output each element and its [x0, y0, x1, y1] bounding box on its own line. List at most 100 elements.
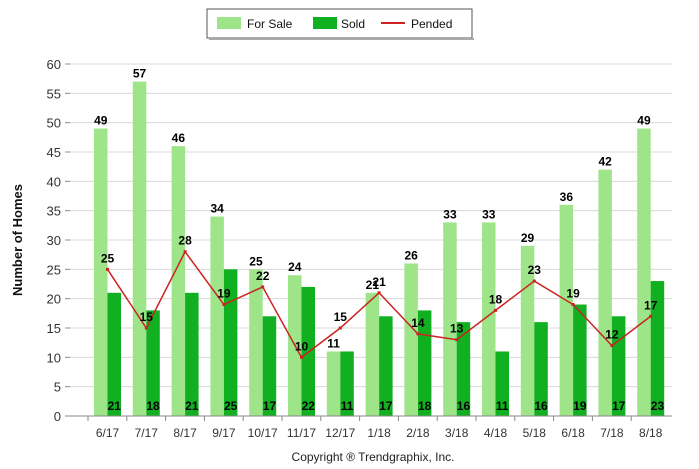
bar-sold [185, 292, 199, 416]
pended-point [222, 303, 226, 307]
data-label-pended: 13 [450, 322, 464, 336]
x-tick-label: 3/18 [445, 426, 469, 440]
bar-for-sale [249, 269, 263, 416]
data-label-sold: 25 [224, 399, 238, 413]
data-label-pended: 22 [256, 269, 270, 283]
data-label-for-sale: 34 [210, 202, 224, 216]
pended-point [144, 326, 148, 330]
bar-for-sale [482, 222, 496, 416]
x-tick-label: 5/18 [523, 426, 547, 440]
data-label-sold: 17 [263, 399, 277, 413]
bar-sold [495, 351, 509, 416]
y-tick-label: 0 [54, 409, 61, 424]
y-tick-label: 55 [47, 86, 61, 101]
y-tick-label: 50 [47, 116, 61, 131]
legend-label-pended: Pended [411, 17, 452, 31]
bar-for-sale [210, 216, 224, 416]
legend-label-for-sale: For Sale [247, 17, 293, 31]
bar-sold [146, 310, 160, 416]
y-tick-label: 60 [47, 57, 61, 72]
y-axis-label: Number of Homes [10, 184, 25, 296]
copyright: Copyright ® Trendgraphix, Inc. [292, 450, 455, 464]
data-label-for-sale: 29 [521, 231, 535, 245]
x-tick-label: 4/18 [484, 426, 508, 440]
bar-for-sale [132, 81, 147, 416]
bars [94, 81, 665, 417]
bar-for-sale [326, 351, 341, 416]
data-label-sold: 16 [534, 399, 548, 413]
data-label-sold: 18 [146, 399, 160, 413]
pended-point [649, 314, 653, 318]
bar-sold [379, 316, 393, 416]
bar-sold [340, 351, 354, 416]
pended-point [377, 291, 381, 295]
bar-sold [611, 316, 626, 416]
bar-sold [534, 322, 548, 416]
data-label-sold: 17 [379, 399, 393, 413]
data-label-pended: 14 [411, 316, 425, 330]
pended-point [183, 250, 187, 254]
legend-shadow [209, 38, 474, 40]
x-tick-label: 12/17 [325, 426, 355, 440]
data-label-pended: 10 [295, 339, 309, 353]
data-label-sold: 17 [612, 399, 626, 413]
data-label-sold: 19 [573, 399, 587, 413]
data-label-for-sale: 33 [443, 207, 457, 221]
pended-point [106, 267, 109, 271]
data-labels: 49 21 57 18 46 21 34 25 25 17 24 22 11 11 21 17 26 18 33 16… [94, 67, 664, 413]
legend-swatch-sold [313, 17, 337, 29]
data-label-pended: 18 [489, 292, 503, 306]
y-tick-label: 35 [47, 204, 61, 219]
data-label-sold: 18 [418, 399, 432, 413]
data-label-pended: 28 [178, 234, 192, 248]
y-tick-label: 10 [47, 350, 61, 365]
data-label-pended: 21 [372, 275, 386, 289]
data-label-for-sale: 46 [172, 131, 186, 145]
data-label-sold: 16 [457, 399, 471, 413]
y-tick-label: 5 [54, 380, 61, 395]
x-tick-label: 9/17 [212, 426, 236, 440]
data-label-pended: 23 [528, 263, 542, 277]
bar-for-sale [637, 128, 651, 417]
data-label-sold: 11 [496, 399, 509, 413]
bar-sold [107, 292, 121, 416]
bar-for-sale [598, 169, 612, 416]
bar-sold [417, 310, 432, 416]
bar-sold [650, 281, 665, 416]
x-tick-label: 1/18 [367, 426, 391, 440]
data-label-for-sale: 25 [249, 254, 263, 268]
x-tick-label: 2/18 [406, 426, 430, 440]
x-tick-label: 7/17 [135, 426, 159, 440]
y-tick-label: 45 [47, 145, 61, 160]
bar-for-sale [365, 292, 380, 416]
x-axis-ticks: 6/17 7/17 8/17 9/17 10/17 11/17 12/17 1/18 2/18 3… [87, 416, 663, 440]
x-tick-label: 7/18 [600, 426, 624, 440]
legend-label-sold: Sold [341, 17, 365, 31]
pended-point [455, 338, 459, 342]
data-label-for-sale: 33 [482, 207, 496, 221]
data-label-sold: 22 [302, 399, 316, 413]
bar-for-sale [94, 128, 108, 417]
legend-swatch-for-sale [217, 17, 241, 29]
x-tick-label: 11/17 [287, 426, 316, 440]
data-label-pended: 15 [334, 310, 348, 324]
pended-point [610, 344, 614, 348]
pended-point [300, 355, 303, 359]
y-tick-label: 15 [47, 321, 61, 336]
bar-for-sale [559, 204, 574, 416]
bar-for-sale [171, 146, 186, 416]
pended-line [106, 250, 653, 359]
data-label-sold: 21 [108, 399, 122, 413]
y-tick-label: 40 [47, 174, 61, 189]
bar-sold [262, 316, 277, 416]
x-tick-label: 6/17 [96, 426, 120, 440]
x-tick-label: 8/18 [639, 426, 663, 440]
legend-box [206, 8, 473, 39]
data-label-for-sale: 26 [404, 248, 418, 262]
bar-for-sale [443, 222, 457, 416]
data-label-pended: 25 [101, 251, 115, 265]
data-label-sold: 23 [651, 399, 665, 413]
legend: For Sale Sold Pended [206, 8, 474, 40]
y-tick-label: 25 [47, 262, 61, 277]
